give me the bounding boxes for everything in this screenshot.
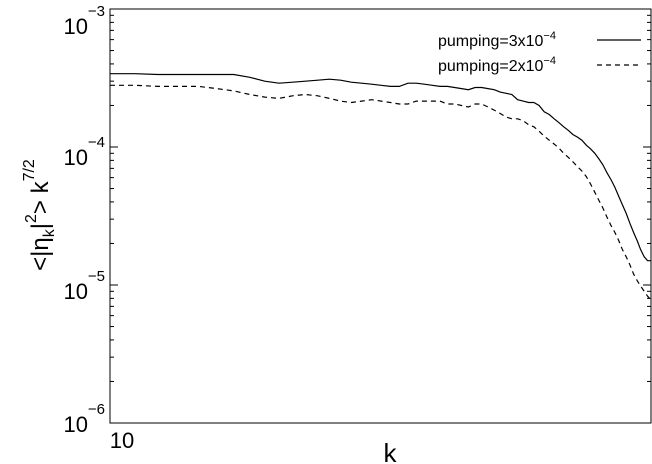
y-label-mid: | (27, 223, 54, 229)
y-tick-label-1e-6: 10 (64, 412, 88, 437)
legend: pumping=3x10−4 pumping=2x10−4 (438, 30, 641, 75)
y-tick-label-1e-5: 10 (64, 279, 88, 304)
plot-frame (109, 8, 652, 424)
x-tick-label-10: 10 (110, 428, 134, 453)
legend-label-series-1: pumping=3x10−4 (438, 30, 556, 50)
series-line-2 (110, 84, 652, 301)
y-label-sup: 2 (23, 214, 40, 223)
y-label-sup2: 7/2 (21, 159, 38, 181)
y-tick-exp-1e-3: −3 (88, 3, 105, 20)
series-lines (110, 73, 652, 301)
y-tick-label-1e-3: 10 (64, 14, 88, 39)
y-label-tail: > k (27, 180, 54, 214)
y-axis-label: <|ηk|2> k7/2 (21, 159, 58, 271)
y-tick-label-1e-4: 10 (64, 145, 88, 170)
y-label-sub: k (41, 228, 58, 237)
y-label-base: <|η (27, 237, 54, 271)
x-axis-label: k (384, 438, 398, 464)
legend-label-series-2: pumping=2x10−4 (438, 55, 556, 75)
y-tick-exp-1e-4: −4 (88, 134, 105, 151)
y-ticks (109, 8, 651, 424)
y-tick-exp-1e-5: −5 (88, 268, 105, 285)
series-line-1 (110, 73, 651, 262)
y-tick-exp-1e-6: −6 (88, 401, 105, 418)
svg-text:<|ηk|2> k7/2: <|ηk|2> k7/2 (21, 159, 58, 271)
